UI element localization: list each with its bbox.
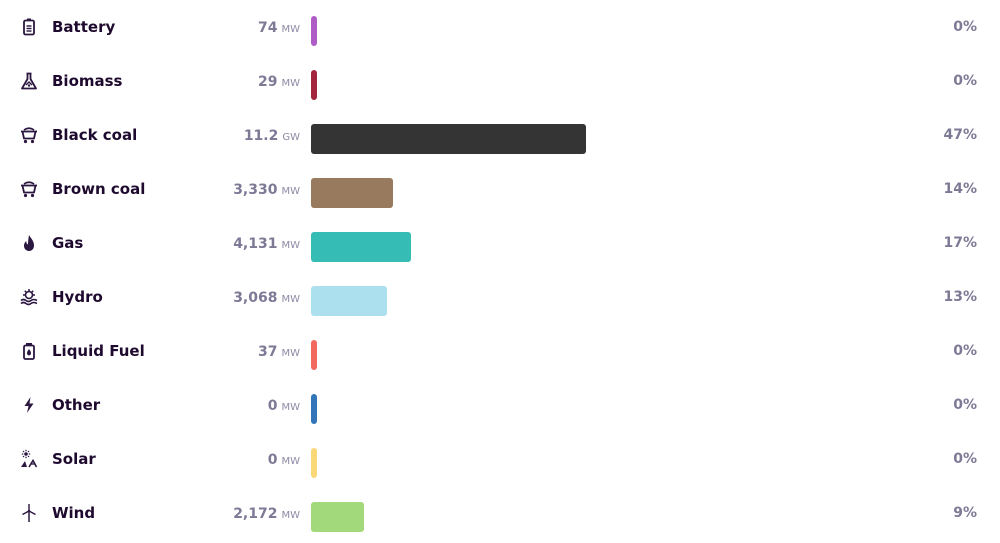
share-bar (311, 286, 387, 316)
fuel-label: Battery (52, 18, 116, 36)
value-number: 0 (267, 398, 278, 414)
fuel-label: Gas (52, 234, 84, 252)
value-readout: 3,330 MW (233, 162, 300, 219)
share-bar (311, 178, 393, 208)
value-number: 3,068 (233, 290, 278, 306)
fuel-label: Solar (52, 450, 96, 468)
fuel-label: Black coal (52, 126, 138, 144)
fuel-canister-icon (19, 341, 39, 361)
percent-label: 0% (953, 343, 977, 359)
fuel-row: Biomass 29 MW 0% (0, 54, 1000, 108)
value-number: 37 (258, 344, 278, 360)
fuel-row: Black coal 11.2 GW 47% (0, 108, 1000, 162)
fuel-label: Hydro (52, 288, 103, 306)
value-readout: 11.2 GW (244, 108, 300, 165)
wind-turbine-icon (19, 503, 39, 523)
fuel-label: Liquid Fuel (52, 342, 145, 360)
share-bar (311, 16, 317, 46)
value-number: 11.2 (243, 128, 279, 144)
fuel-label: Wind (52, 504, 96, 522)
fuel-row: Solar 0 MW 0% (0, 432, 1000, 486)
value-readout: 0 MW (268, 432, 300, 489)
share-bar (311, 124, 586, 154)
value-number: 3,330 (233, 182, 278, 198)
value-unit: MW (281, 240, 300, 251)
percent-label: 0% (953, 73, 977, 89)
value-readout: 4,131 MW (233, 216, 300, 273)
percent-label: 0% (953, 397, 977, 413)
value-readout: 37 MW (258, 324, 300, 381)
share-bar (311, 448, 317, 478)
percent-label: 0% (953, 451, 977, 467)
mine-cart-icon (19, 125, 39, 145)
battery-icon (19, 17, 39, 37)
value-number: 0 (267, 452, 278, 468)
percent-label: 0% (953, 19, 977, 35)
fuel-label: Other (52, 396, 101, 414)
share-bar (311, 394, 317, 424)
fuel-label: Brown coal (52, 180, 146, 198)
value-readout: 74 MW (258, 0, 300, 57)
value-number: 29 (258, 74, 278, 90)
percent-label: 14% (943, 181, 977, 197)
flame-icon (19, 233, 39, 253)
water-wheel-icon (19, 287, 39, 307)
percent-label: 17% (943, 235, 977, 251)
value-readout: 2,172 MW (233, 486, 300, 543)
share-bar (311, 232, 411, 262)
value-unit: MW (281, 294, 300, 305)
lightning-icon (19, 395, 39, 415)
fuel-row: Hydro 3,068 MW 13% (0, 270, 1000, 324)
value-unit: MW (281, 24, 300, 35)
value-readout: 0 MW (268, 378, 300, 435)
flask-icon (19, 71, 39, 91)
value-unit: MW (281, 186, 300, 197)
percent-label: 13% (943, 289, 977, 305)
value-unit: MW (281, 348, 300, 359)
fuel-row: Battery 74 MW 0% (0, 0, 1000, 54)
mine-cart-icon (19, 179, 39, 199)
fuel-row: Wind 2,172 MW 9% (0, 486, 1000, 540)
fuel-label: Biomass (52, 72, 123, 90)
share-bar (311, 70, 317, 100)
share-bar (311, 340, 317, 370)
fuel-row: Gas 4,131 MW 17% (0, 216, 1000, 270)
share-bar (311, 502, 364, 532)
percent-label: 9% (953, 505, 977, 521)
value-unit: MW (281, 510, 300, 521)
value-unit: MW (281, 78, 300, 89)
fuel-row: Liquid Fuel 37 MW 0% (0, 324, 1000, 378)
value-number: 74 (258, 20, 278, 36)
value-number: 2,172 (233, 506, 278, 522)
value-readout: 29 MW (258, 54, 300, 111)
value-unit: MW (281, 456, 300, 467)
fuel-row: Other 0 MW 0% (0, 378, 1000, 432)
fuel-row: Brown coal 3,330 MW 14% (0, 162, 1000, 216)
value-readout: 3,068 MW (233, 270, 300, 327)
value-unit: GW (282, 132, 300, 143)
solar-icon (19, 449, 39, 469)
value-number: 4,131 (233, 236, 278, 252)
percent-label: 47% (943, 127, 977, 143)
value-unit: MW (281, 402, 300, 413)
